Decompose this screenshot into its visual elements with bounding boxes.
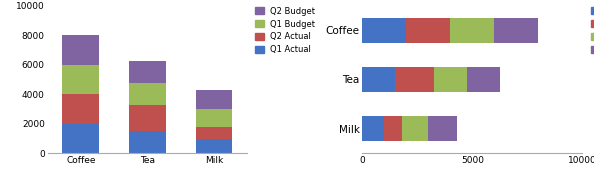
Bar: [129, 61, 166, 83]
Bar: [450, 18, 494, 43]
Bar: [195, 139, 232, 153]
Bar: [129, 105, 166, 131]
Bar: [62, 35, 99, 65]
Bar: [402, 116, 428, 141]
Bar: [467, 67, 500, 92]
Bar: [62, 65, 99, 94]
Bar: [494, 18, 538, 43]
Bar: [384, 116, 402, 141]
Bar: [428, 116, 457, 141]
Bar: [434, 67, 467, 92]
Bar: [362, 67, 396, 92]
Bar: [62, 124, 99, 153]
Bar: [195, 127, 232, 139]
Bar: [406, 18, 450, 43]
Bar: [129, 131, 166, 153]
Bar: [62, 94, 99, 124]
Bar: [195, 109, 232, 127]
Legend: Q2 Budget, Q1 Budget, Q2 Actual, Q1 Actual: Q2 Budget, Q1 Budget, Q2 Actual, Q1 Actu…: [255, 7, 315, 54]
Bar: [362, 18, 406, 43]
Bar: [195, 90, 232, 109]
Bar: [396, 67, 434, 92]
Legend: Q1 Actual, Q2 Actual, Q1 Budget, Q2 Budget: Q1 Actual, Q2 Actual, Q1 Budget, Q2 Budg…: [590, 7, 594, 54]
Bar: [129, 83, 166, 105]
Bar: [362, 116, 384, 141]
